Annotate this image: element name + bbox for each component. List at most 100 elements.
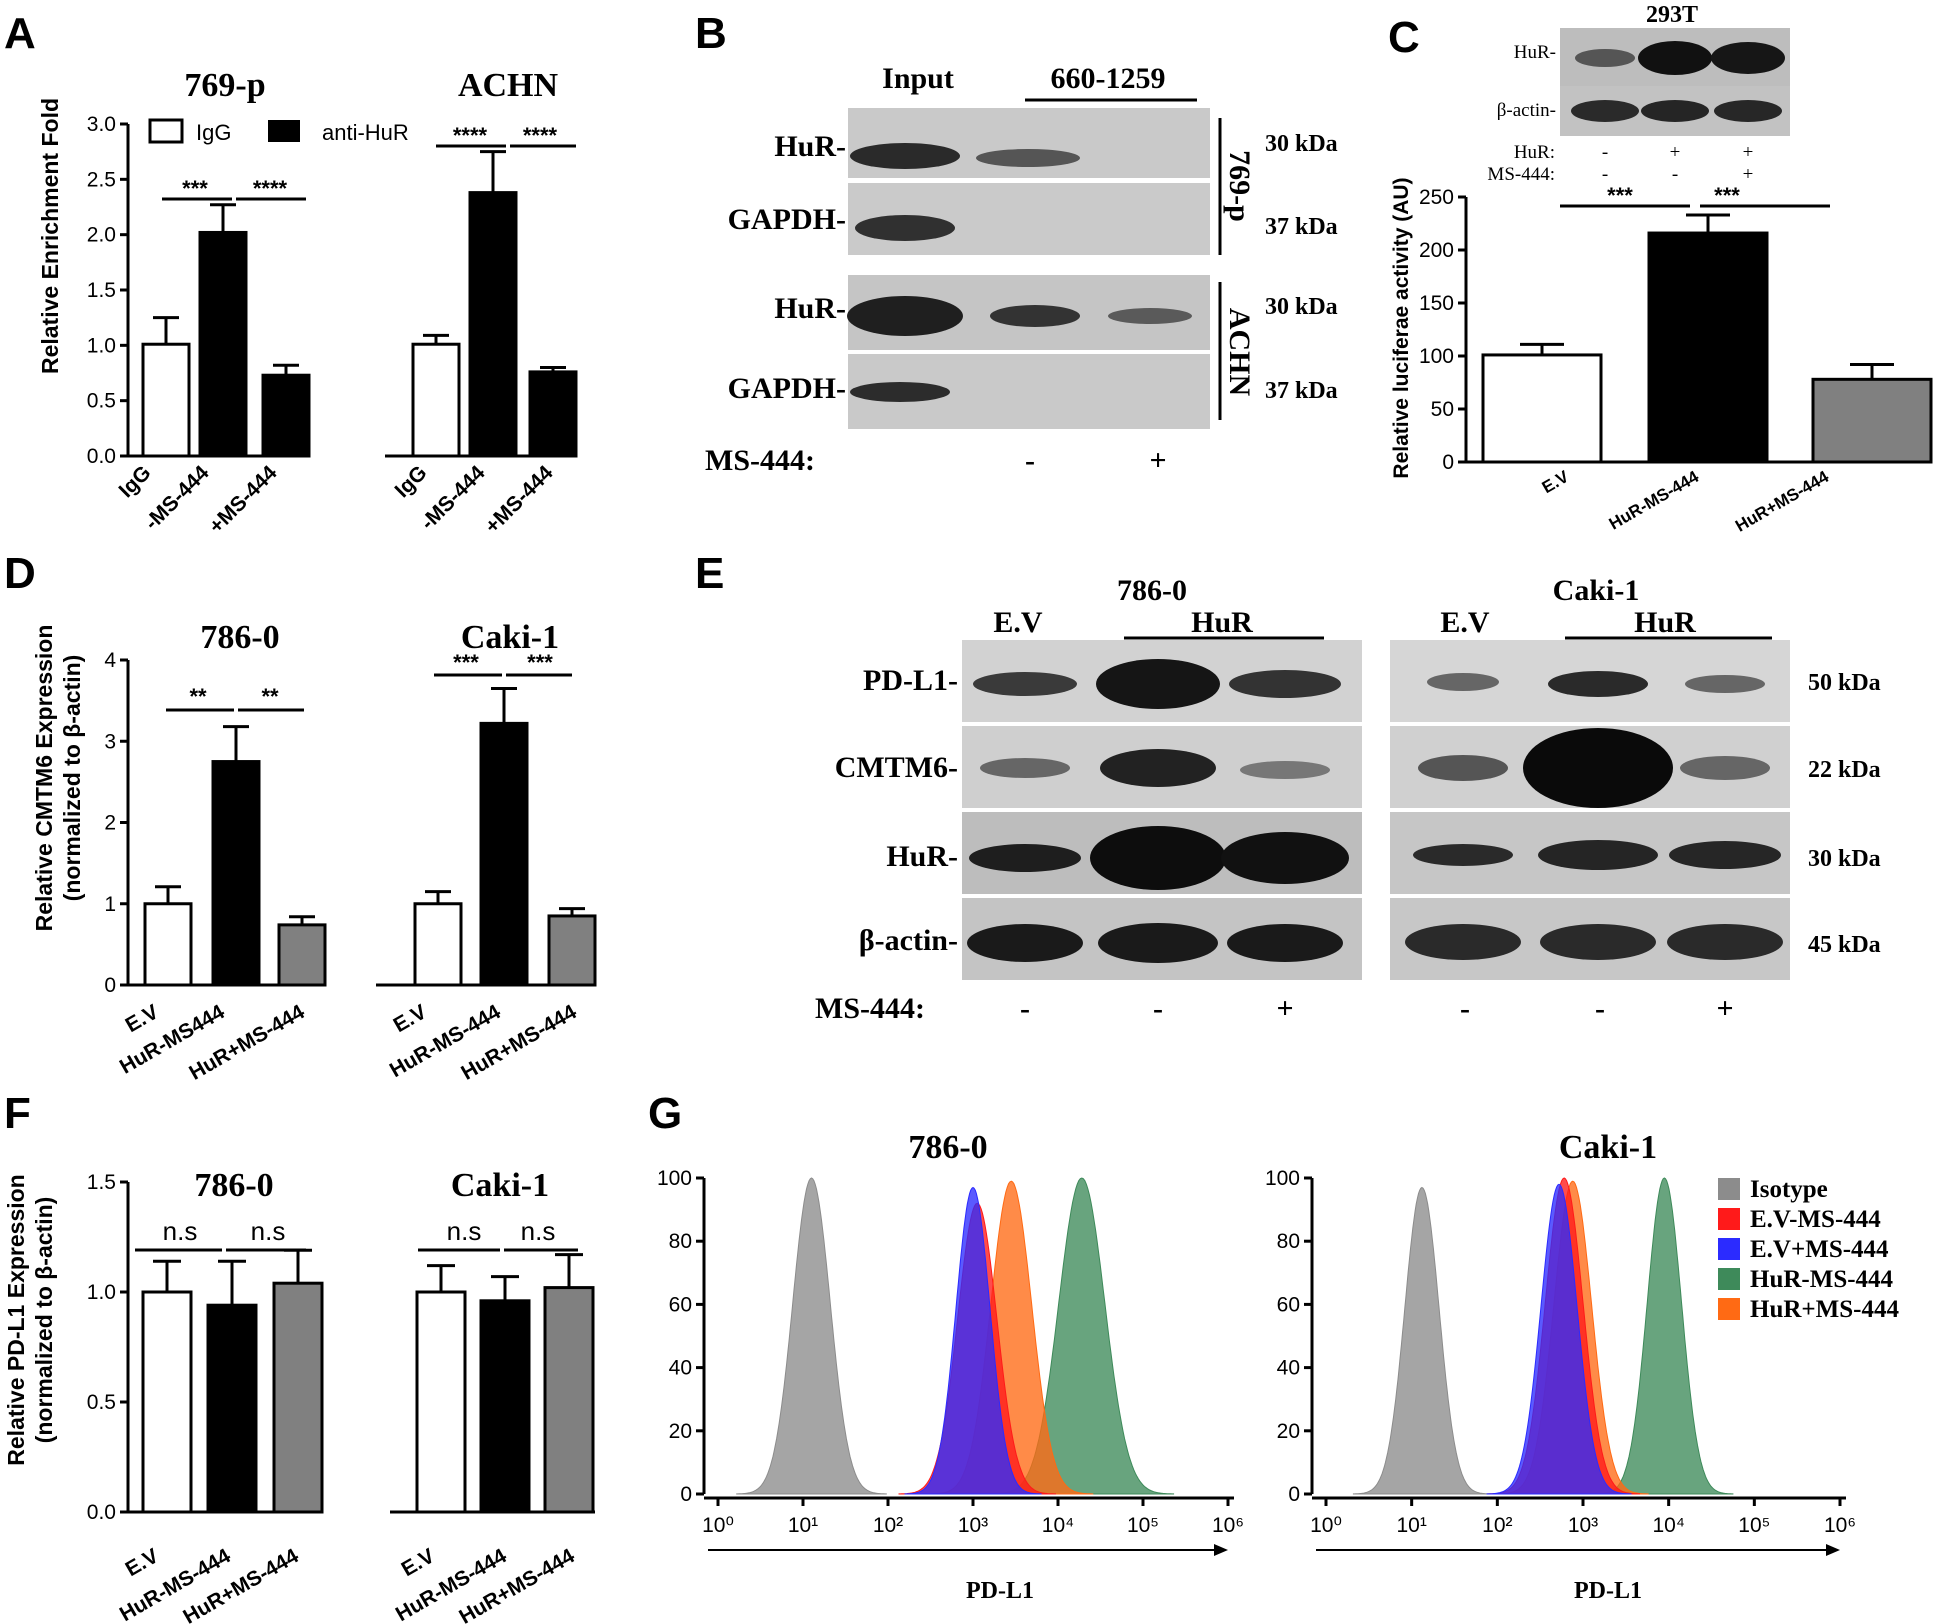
- histogram-e-v-ms-444: [1486, 1183, 1632, 1495]
- panel-f-title-caki: Caki-1: [451, 1167, 549, 1204]
- panel-e-ms-sign-2: -: [1153, 992, 1163, 1025]
- panel-g-x-tick-label: 10⁵: [1127, 1514, 1159, 1537]
- panel-c-row-1: HuR-: [1514, 42, 1556, 63]
- panel-a-title-achn: ACHN: [458, 67, 559, 104]
- panel-e-ms-label: MS-444:: [815, 992, 925, 1025]
- histogram-hur-ms-444: [1595, 1177, 1734, 1495]
- panel-e: E 786-0 Caki-1 E.V HuR E.V HuR: [695, 549, 1881, 1025]
- panel-c-band: [1714, 100, 1782, 122]
- panel-b-cell-achn: ACHN: [1223, 308, 1256, 397]
- panel-d-y-tick-label: 3: [104, 730, 116, 753]
- panel-g-x-tick-label: 10¹: [1396, 1514, 1426, 1537]
- panel-c-y-tick-label: 150: [1419, 292, 1454, 315]
- panel-e-row-1: PD-L1-: [863, 664, 958, 697]
- panel-f: F 786-0 Caki-1 Relative PD-L1 Expression…: [3, 1089, 595, 1624]
- panel-g-y-tick-label: 60: [1277, 1293, 1300, 1316]
- panel-g-y-tick-label: 100: [1265, 1167, 1300, 1190]
- panel-b-kda-1: 30 kDa: [1265, 131, 1338, 157]
- panel-f-y-tick-label: 0.0: [87, 1501, 116, 1524]
- panel-e-band: [1667, 924, 1783, 960]
- panel-f-label: F: [4, 1089, 31, 1138]
- panel-e-band: [1405, 924, 1521, 960]
- bar: [415, 1290, 467, 1514]
- panel-c: C 293T HuR- β-actin- HuR: MS-444: - + + …: [1388, 2, 1933, 536]
- panel-g-x-tick-label: 10³: [1568, 1514, 1598, 1537]
- panel-b-band: [855, 215, 955, 241]
- histogram-e-v-ms-444: [904, 1186, 1042, 1495]
- panel-b-col-range: 660-1259: [1051, 62, 1166, 95]
- panel-b-kda-3: 30 kDa: [1265, 294, 1338, 320]
- bar: [468, 191, 518, 458]
- panel-a-y-tick-label: 0.5: [87, 390, 116, 413]
- panel-g-y-tick-label: 20: [1277, 1420, 1300, 1443]
- panel-g-legend-2: E.V-MS-444: [1750, 1206, 1881, 1233]
- panel-e-band: [967, 924, 1083, 962]
- panel-a-y-tick-label: 1.5: [87, 279, 116, 302]
- panel-e-band: [1523, 728, 1673, 808]
- panel-c-cell: 293T: [1646, 2, 1698, 28]
- panel-a-legend-antihur: anti-HuR: [322, 120, 409, 145]
- panel-b-kda-4: 37 kDa: [1265, 378, 1338, 404]
- panel-e-band: [1548, 671, 1648, 697]
- panel-f-title-786: 786-0: [194, 1167, 273, 1204]
- panel-g-x-tick-label: 10⁶: [1212, 1514, 1244, 1537]
- bar: [547, 914, 597, 987]
- bar: [1647, 231, 1769, 464]
- panel-c-band: [1638, 41, 1712, 75]
- panel-b-ms-sign-2: +: [1149, 444, 1166, 477]
- panel-c-band: [1575, 49, 1635, 67]
- panel-c-sig-1: ***: [1607, 183, 1633, 208]
- panel-e-ms-sign-4: -: [1460, 992, 1470, 1025]
- panel-g-x-tick-label: 10⁰: [702, 1514, 734, 1537]
- panel-c-y-tick-label: 0: [1442, 451, 1454, 474]
- panel-e-kda-4: 45 kDa: [1808, 932, 1881, 958]
- panel-b-ms-label: MS-444:: [705, 444, 815, 477]
- panel-e-ms-sign-6: +: [1716, 992, 1733, 1025]
- panel-f-cat-1: E.V: [122, 1544, 163, 1581]
- panel-a-y-tick-label: 3.0: [87, 113, 116, 136]
- panel-d-ylabel-2: (normalized to β-actin): [59, 655, 85, 902]
- panel-c-ms-sign-1: -: [1602, 164, 1608, 185]
- panel-g-x-tick-label: 10⁶: [1824, 1514, 1856, 1537]
- bar: [198, 230, 248, 458]
- panel-c-cat-2: HuR-MS-444: [1606, 467, 1703, 534]
- bar: [413, 902, 463, 987]
- panel-g-x-tick-label: 10⁴: [1652, 1514, 1684, 1537]
- panel-g-y-tick-label: 20: [669, 1420, 692, 1443]
- panel-e-label: E: [695, 549, 724, 598]
- bar: [206, 1303, 258, 1514]
- panel-g-label: G: [648, 1089, 682, 1138]
- bar: [1481, 353, 1603, 464]
- bar: [143, 902, 193, 987]
- panel-a-legend-antihur-swatch: [268, 120, 300, 142]
- bar: [141, 342, 191, 458]
- panel-e-row-2: CMTM6-: [835, 751, 958, 784]
- panel-e-band: [980, 758, 1070, 778]
- panel-b-band: [990, 305, 1080, 327]
- bar: [543, 1286, 595, 1514]
- panel-b-kda-2: 37 kDa: [1265, 214, 1338, 240]
- panel-e-kda-2: 22 kDa: [1808, 757, 1881, 783]
- panel-e-band: [1418, 755, 1508, 781]
- bar: [528, 370, 578, 458]
- panel-g-legend-3: E.V+MS-444: [1750, 1236, 1889, 1263]
- panel-a-cat-1: IgG: [115, 461, 156, 502]
- panel-e-band: [1229, 670, 1341, 698]
- panel-d-cat-1: E.V: [122, 1000, 163, 1037]
- panel-a-legend-igg-swatch: [148, 118, 184, 144]
- panel-d-y-tick-label: 4: [104, 649, 116, 672]
- panel-c-hur-sign-3: +: [1743, 142, 1754, 163]
- panel-d-sig-1: **: [189, 684, 207, 709]
- bar: [411, 342, 461, 458]
- bar: [479, 1299, 531, 1514]
- panel-g-x-tick-label: 10⁵: [1738, 1514, 1770, 1537]
- panel-c-hur-sign-1: -: [1602, 142, 1608, 163]
- panel-e-band: [969, 844, 1081, 872]
- panel-c-ylabel: Relative luciferae activity (AU): [1390, 177, 1413, 478]
- panel-b-label: B: [695, 9, 727, 58]
- panel-e-row-3: HuR-: [886, 840, 958, 873]
- panel-e-band: [1096, 659, 1220, 709]
- bar: [479, 721, 529, 987]
- panel-e-row-4: β-actin-: [859, 924, 958, 957]
- bar: [261, 373, 311, 458]
